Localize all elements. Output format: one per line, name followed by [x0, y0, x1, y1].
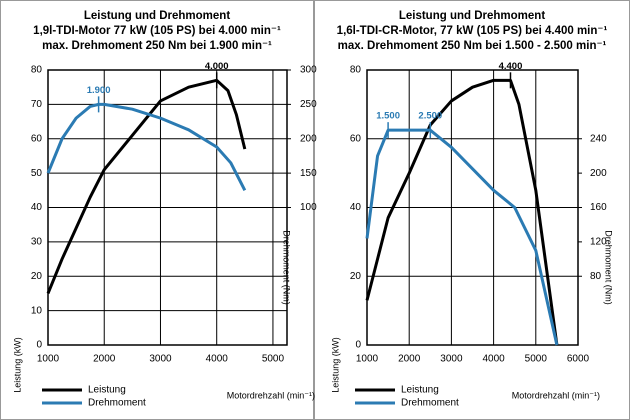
y-tick-label: 70 — [31, 99, 43, 110]
legend-label: Drehmoment — [401, 398, 459, 409]
y2-tick-label: 120 — [590, 237, 607, 248]
y2-tick-label: 240 — [590, 133, 607, 144]
y2-axis-label: Drehmoment (Nm) — [282, 230, 292, 305]
y-tick-label: 60 — [350, 133, 362, 144]
chart-title: max. Drehmoment 250 Nm bei 1.900 min⁻¹ — [42, 40, 272, 52]
series-line — [365, 78, 559, 346]
legend-label: Drehmoment — [88, 398, 146, 409]
y-tick-label: 0 — [355, 340, 361, 351]
chart-title: 1,9l-TDI-Motor 77 kW (105 PS) bei 4.000 … — [33, 25, 281, 37]
y-tick-label: 20 — [350, 271, 362, 282]
legend-label: Leistung — [401, 385, 439, 396]
y-axis-label: Leistung (kW) — [330, 337, 340, 393]
x-tick-label: 1000 — [37, 354, 60, 365]
y2-tick-label: 250 — [300, 99, 317, 110]
x-tick-label: 3000 — [440, 354, 463, 365]
x-tick-label: 4000 — [206, 354, 229, 365]
x-axis-label: Motordrehzahl (min⁻¹) — [227, 390, 315, 400]
y-tick-label: 30 — [31, 237, 43, 248]
x-axis-label: Motordrehzahl (min⁻¹) — [512, 390, 600, 400]
annotation: 1.500 — [376, 111, 400, 122]
x-tick-label: 2000 — [398, 354, 421, 365]
y2-tick-label: 200 — [300, 133, 317, 144]
x-tick-label: 1000 — [356, 354, 379, 365]
y2-tick-label: 160 — [590, 202, 607, 213]
y-tick-label: 40 — [350, 202, 362, 213]
series-line — [46, 102, 247, 191]
y2-tick-label: 200 — [590, 168, 607, 179]
x-tick-label: 5000 — [525, 354, 548, 365]
x-tick-label: 4000 — [482, 354, 505, 365]
y-tick-label: 80 — [31, 65, 43, 76]
y-tick-label: 60 — [31, 133, 43, 144]
y-tick-label: 20 — [31, 271, 43, 282]
y-tick-label: 40 — [31, 202, 43, 213]
y-axis-label: Leistung (kW) — [12, 337, 22, 393]
annotation: 2.500 — [418, 111, 442, 122]
x-tick-label: 6000 — [567, 354, 590, 365]
x-tick-label: 5000 — [262, 354, 285, 365]
y-tick-label: 80 — [350, 65, 362, 76]
annotation: 1.900 — [87, 85, 111, 96]
legend-label: Leistung — [88, 385, 126, 396]
y-tick-label: 10 — [31, 305, 43, 316]
plot-frame — [366, 69, 579, 346]
chart-title: 1,6l-TDI-CR-Motor, 77 kW (105 PS) bei 4.… — [337, 25, 608, 37]
annotation: 4.400 — [499, 61, 523, 72]
y2-tick-label: 300 — [300, 65, 317, 76]
y2-tick-label: 80 — [590, 271, 602, 282]
series-line — [46, 78, 247, 295]
annotation: 4.000 — [205, 61, 229, 72]
chart-title: max. Drehmoment 250 Nm bei 1.500 - 2.500… — [338, 40, 607, 52]
y2-tick-label: 150 — [300, 168, 317, 179]
series-line — [365, 128, 559, 346]
y-tick-label: 0 — [36, 340, 42, 351]
y2-axis-label: Drehmoment (Nm) — [604, 230, 614, 305]
plot-frame — [47, 69, 288, 346]
chart-title: Leistung und Drehmoment — [84, 10, 230, 22]
y2-tick-label: 100 — [300, 202, 317, 213]
x-tick-label: 3000 — [149, 354, 172, 365]
y-tick-label: 50 — [31, 168, 43, 179]
x-tick-label: 2000 — [93, 354, 116, 365]
chart-title: Leistung und Drehmoment — [399, 10, 545, 22]
